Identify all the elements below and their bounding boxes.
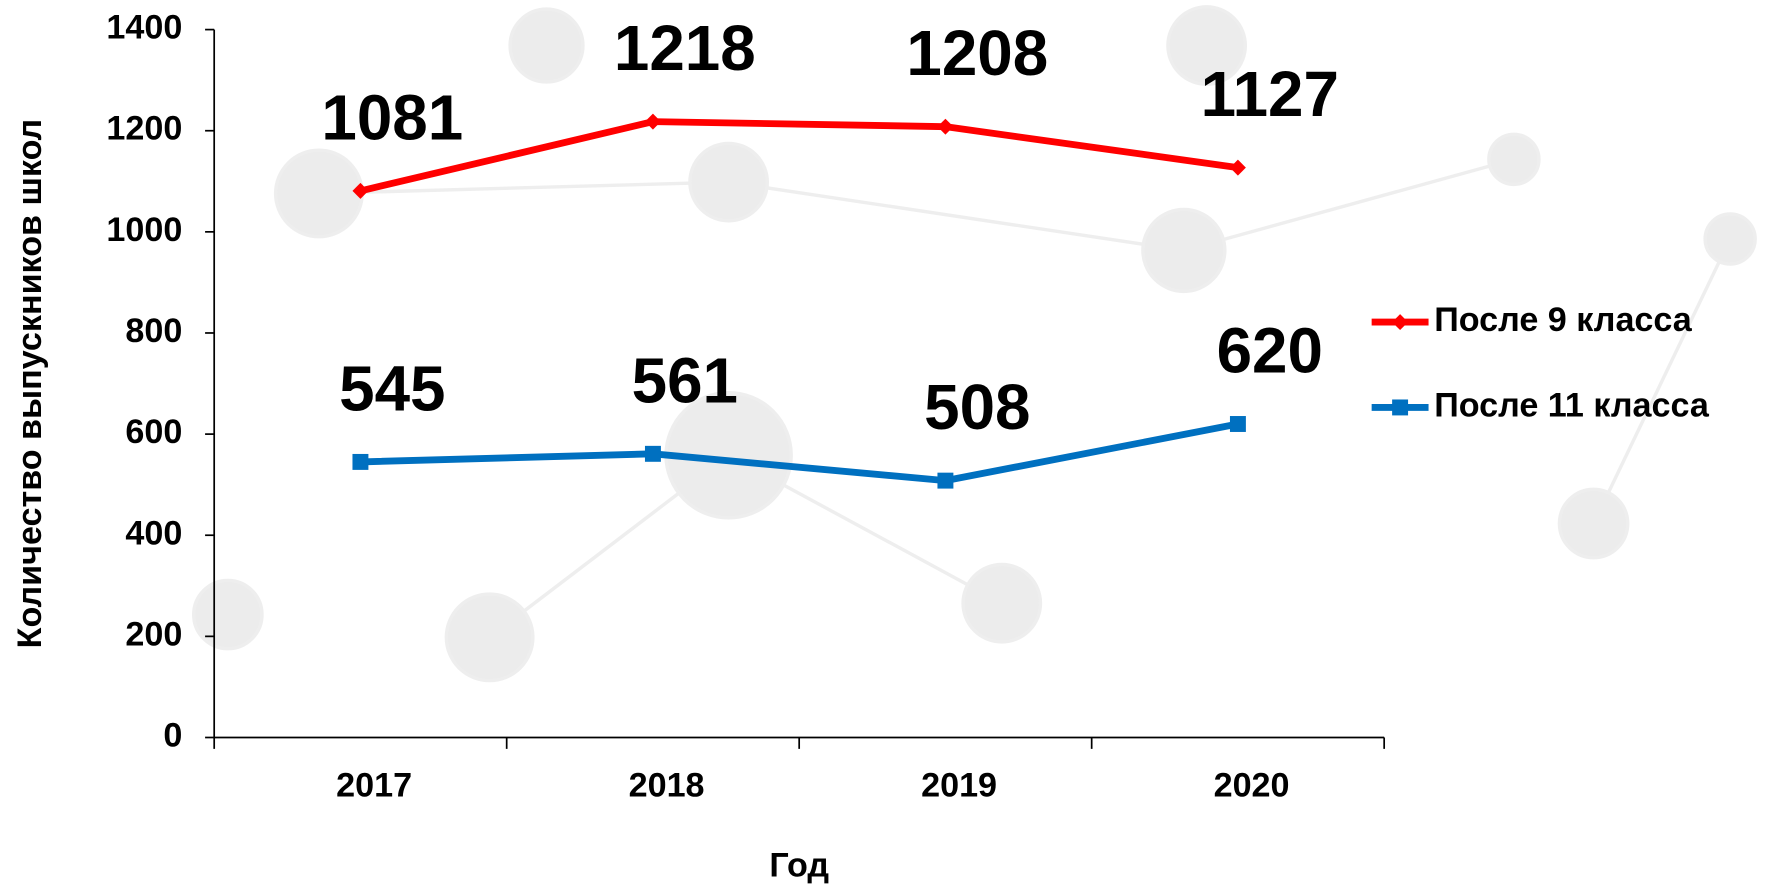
y-tick-label: 800 — [125, 312, 182, 350]
bg-node — [191, 578, 264, 651]
y-axis-title: Количество выпускников школ — [11, 119, 49, 649]
data-label: 1081 — [321, 81, 463, 153]
bg-node — [961, 562, 1043, 644]
bg-link — [318, 180, 729, 196]
bg-node — [444, 592, 535, 683]
data-point — [644, 113, 661, 130]
data-label: 1127 — [1201, 58, 1339, 130]
bg-link — [728, 180, 1185, 253]
legend-label: После 11 класса — [1434, 386, 1710, 424]
data-label: 1208 — [906, 17, 1048, 89]
background-network — [191, 5, 1757, 683]
bg-node — [1487, 132, 1541, 187]
y-tick-label: 1200 — [106, 110, 182, 148]
data-label: 620 — [1217, 315, 1323, 387]
series-line — [359, 118, 1239, 195]
bg-node — [1166, 5, 1248, 86]
data-label: 508 — [924, 371, 1030, 443]
data-label: 545 — [339, 352, 445, 424]
y-tick-label: 200 — [125, 615, 182, 653]
x-tick-label: 2020 — [1214, 767, 1290, 805]
y-tick-label: 0 — [163, 717, 182, 755]
data-point — [937, 472, 954, 489]
data-point — [937, 118, 954, 135]
x-tick-label: 2019 — [921, 767, 997, 805]
bg-node — [1557, 487, 1630, 560]
data-point — [1229, 416, 1246, 432]
data-label: 561 — [632, 344, 738, 416]
data-point — [1229, 159, 1246, 176]
legend-marker — [1392, 399, 1409, 416]
bg-link — [1592, 238, 1732, 525]
bg-node — [1141, 207, 1227, 294]
bg-link — [1183, 157, 1515, 253]
x-tick-label: 2017 — [336, 767, 412, 805]
legend-label: После 9 класса — [1434, 301, 1693, 339]
y-tick-label: 400 — [125, 514, 182, 552]
series-line — [360, 420, 1239, 485]
bg-node — [1703, 212, 1757, 266]
bg-node — [508, 7, 585, 84]
y-tick-label: 1000 — [106, 211, 182, 249]
bg-node — [688, 141, 770, 223]
bg-node — [273, 148, 364, 239]
y-tick-label: 600 — [125, 413, 182, 451]
data-point — [644, 445, 661, 462]
data-point — [352, 453, 369, 470]
x-tick-label: 2018 — [629, 767, 705, 805]
x-axis-title: Год — [769, 846, 829, 884]
legend-marker — [1392, 314, 1409, 331]
y-tick-label: 1400 — [106, 9, 182, 47]
data-label: 1218 — [614, 12, 756, 84]
